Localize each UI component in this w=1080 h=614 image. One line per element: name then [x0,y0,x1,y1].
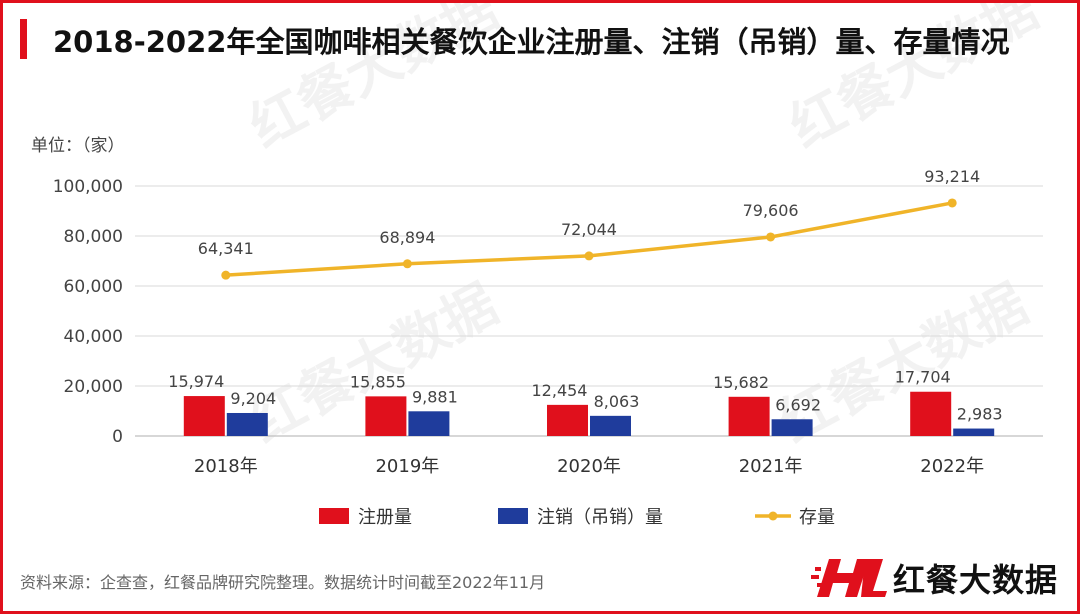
series-line-stock [225,201,953,277]
y-tick-label: 100,000 [53,177,123,197]
point-stock [402,259,412,269]
data-label-cancelled: 8,063 [594,392,640,411]
legend-marker-stock [768,511,778,521]
data-label-stock: 79,606 [743,201,799,220]
source-note: 资料来源：企查查，红餐品牌研究院整理。数据统计时间截至2022年11月 [20,573,546,592]
data-label-cancelled: 9,204 [230,389,276,408]
x-tick-label: 2021年 [739,456,803,477]
x-tick-label: 2020年 [557,456,621,477]
point-stock [221,270,231,280]
point-stock [766,232,776,242]
bar-cancelled [953,428,995,436]
chart-title: 2018-2022年全国咖啡相关餐饮企业注册量、注销（吊销）量、存量情况 [53,25,1010,59]
legend-swatch-registered [319,508,349,524]
data-label-registered: 15,682 [713,373,769,392]
legend-label-stock: 存量 [799,507,835,528]
brand-name: 红餐大数据 [893,561,1059,599]
x-tick-label: 2019年 [375,456,439,477]
y-tick-label: 60,000 [64,277,123,297]
bar-cancelled [226,412,268,436]
y-tick-label: 20,000 [64,377,123,397]
title-accent-bar [20,19,27,59]
x-tick-label: 2018年 [194,456,258,477]
unit-label: 单位：（家） [31,136,125,156]
data-label-stock: 72,044 [561,220,617,239]
y-tick-label: 80,000 [64,227,123,247]
bar-cancelled [408,411,450,436]
data-label-cancelled: 9,881 [412,387,458,406]
data-label-stock: 93,214 [924,167,980,186]
point-stock [584,251,594,261]
bar-registered [183,396,225,436]
data-label-stock: 68,894 [379,228,435,247]
bar-cancelled [590,415,631,436]
data-label-registered: 12,454 [532,381,588,400]
point-stock [947,198,957,208]
bar-registered [728,396,770,436]
bar-registered [365,396,407,436]
data-label-registered: 15,855 [350,372,406,391]
bar-registered [910,391,952,436]
y-tick-label: 40,000 [64,327,123,347]
y-tick-label: 0 [112,427,123,447]
data-label-stock: 64,341 [198,239,254,258]
data-label-cancelled: 2,983 [957,405,1003,424]
data-label-registered: 17,704 [895,368,951,387]
x-tick-label: 2022年 [920,456,984,477]
legend-swatch-cancelled [498,508,528,524]
legend-label-registered: 注册量 [358,507,412,528]
brand-logo-icon [811,559,887,597]
data-label-cancelled: 6,692 [775,395,821,414]
bar-cancelled [771,419,813,436]
bar-registered [547,404,588,436]
chart-svg: 0 20,000 40,000 60,000 80,000 100,000 2018年 15,… [53,167,1043,528]
data-label-registered: 15,974 [168,372,224,391]
brand-block: 红餐大数据 [811,551,1071,601]
legend-label-cancelled: 注销（吊销）量 [537,507,663,528]
